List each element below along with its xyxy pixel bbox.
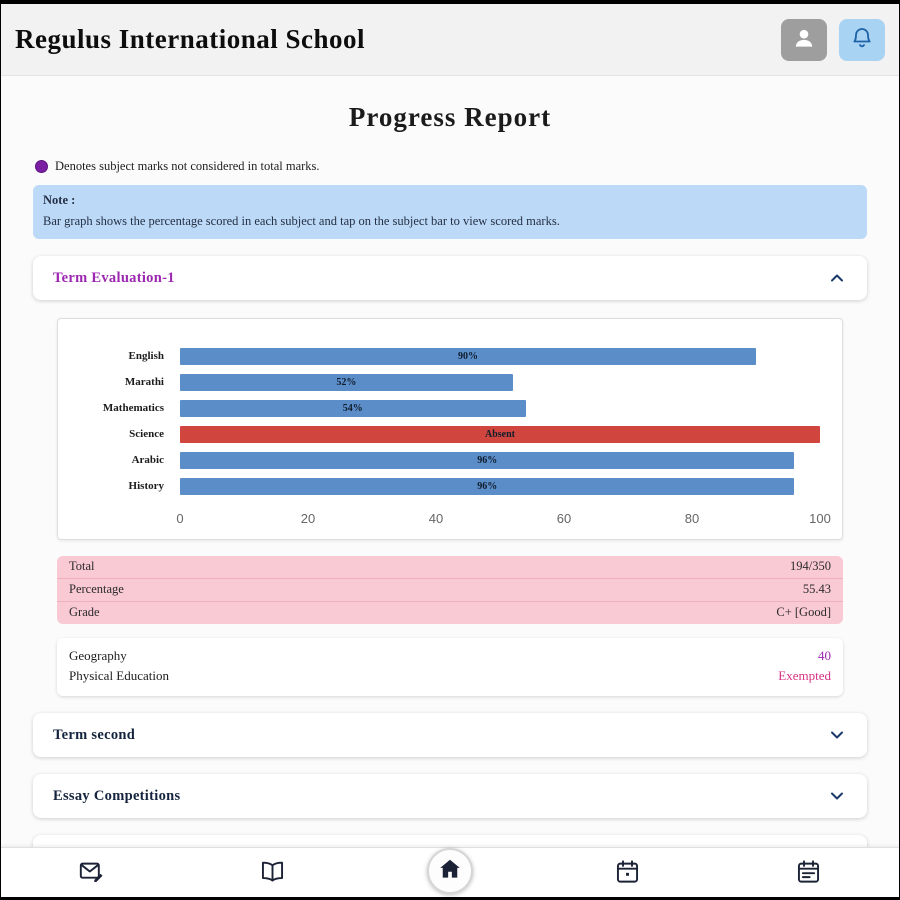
subject-bar[interactable]: Absent	[180, 425, 820, 443]
chart-track: 54%	[180, 399, 820, 417]
subject-bar[interactable]: 96%	[180, 451, 795, 469]
x-tick: 80	[684, 511, 700, 526]
note-box: Note : Bar graph shows the percentage sc…	[33, 185, 867, 239]
accordion-header-term-evaluation-1[interactable]: Term Evaluation-1	[33, 256, 867, 300]
x-tick: 100	[809, 511, 831, 526]
accordion-title: Term second	[53, 726, 136, 743]
extra-row-physical-education: Physical Education Exempted	[69, 666, 831, 686]
school-name: Regulus International School	[15, 24, 366, 54]
extra-label: Geography	[69, 648, 127, 663]
book-icon	[259, 858, 286, 888]
summary-label: Grade	[69, 605, 100, 619]
extra-row-geography: Geography 40	[69, 646, 831, 666]
notifications-button[interactable]	[839, 18, 885, 61]
subject-bar[interactable]: 90%	[180, 347, 756, 365]
bottom-nav	[1, 847, 899, 897]
profile-button[interactable]	[781, 18, 827, 61]
accordion-title: Essay Competitions	[53, 787, 181, 804]
main-content: Progress Report Denotes subject marks no…	[1, 102, 899, 897]
home-icon	[437, 856, 463, 885]
note-title: Note :	[43, 193, 76, 207]
chart-row: Marathi 52%	[58, 369, 842, 395]
bar-value-label: 96%	[477, 454, 498, 466]
chart-category-label: Arabic	[131, 454, 164, 466]
page-title: Progress Report	[348, 102, 552, 132]
summary-box: Total 194/350 Percentage 55.43 Grade C+ …	[57, 556, 843, 624]
chart-row: Arabic 96%	[58, 447, 842, 473]
accordion-title: Term Evaluation-1	[53, 269, 175, 286]
calendar-event-icon	[614, 858, 641, 888]
extra-subjects-box: Geography 40 Physical Education Exempted	[57, 638, 843, 696]
summary-label: Percentage	[69, 582, 124, 596]
summary-value: 194/350	[790, 559, 831, 573]
x-tick: 20	[300, 511, 316, 526]
chart-row: History 96%	[58, 473, 842, 499]
accordion-term-evaluation-1: Term Evaluation-1	[33, 256, 867, 300]
nav-messages-button[interactable]	[65, 850, 117, 896]
calendar-agenda-icon	[795, 858, 822, 888]
chart-category-label: History	[128, 480, 164, 492]
extra-value: 40	[818, 648, 831, 663]
summary-row-grade: Grade C+ [Good]	[57, 602, 843, 624]
x-tick: 40	[428, 511, 444, 526]
nav-calendar-button[interactable]	[602, 850, 654, 896]
chart-track: Absent	[180, 425, 820, 443]
x-tick: 0	[176, 511, 184, 526]
subject-bar[interactable]: 52%	[180, 373, 513, 391]
chart-track: 96%	[180, 477, 820, 495]
chevron-up-icon	[827, 268, 847, 288]
legend-text: Denotes subject marks not considered in …	[55, 159, 320, 173]
legend-row: Denotes subject marks not considered in …	[35, 159, 865, 174]
summary-row-total: Total 194/350	[57, 556, 843, 579]
app-header: Regulus International School	[1, 4, 899, 76]
nav-schedule-button[interactable]	[783, 850, 835, 896]
chart-category-label: English	[128, 350, 164, 362]
accordion-header-term-second[interactable]: Term second	[33, 713, 867, 757]
bar-value-label: 90%	[458, 350, 478, 362]
purple-dot-icon	[35, 160, 48, 173]
chart-row: Science Absent	[58, 421, 842, 447]
chart-x-axis: 0 20 40 60 80 100	[176, 507, 830, 531]
accordion-essay-competitions: Essay Competitions	[33, 774, 867, 818]
bell-icon	[850, 26, 874, 53]
chevron-down-icon	[827, 725, 847, 745]
chart-category-label: Marathi	[124, 376, 164, 388]
bar-chart: English 90% Marathi 52% Mathematics	[57, 318, 843, 540]
summary-value: 55.43	[802, 582, 831, 596]
chart-category-label: Science	[129, 428, 164, 440]
extra-label: Physical Education	[69, 668, 170, 683]
accordion-header-essay-competitions[interactable]: Essay Competitions	[33, 774, 867, 818]
summary-row-percentage: Percentage 55.43	[57, 579, 843, 602]
extra-value: Exempted	[778, 668, 831, 683]
chevron-down-icon	[827, 786, 847, 806]
chart-row: English 90%	[58, 343, 842, 369]
subject-bar[interactable]: 54%	[180, 399, 526, 417]
chart-track: 96%	[180, 451, 820, 469]
accordion-term-second: Term second	[33, 713, 867, 757]
x-tick: 60	[556, 511, 572, 526]
mail-compose-icon	[78, 858, 105, 888]
bar-value-label: 52%	[336, 376, 357, 388]
chart-category-label: Mathematics	[102, 402, 164, 414]
summary-label: Total	[69, 559, 95, 573]
subject-bar[interactable]: 96%	[180, 477, 795, 495]
nav-book-button[interactable]	[246, 850, 298, 896]
summary-value: C+ [Good]	[776, 605, 831, 619]
chart-row: Mathematics 54%	[58, 395, 842, 421]
bar-value-label: 54%	[342, 402, 363, 414]
header-actions	[781, 18, 885, 61]
bar-value-label: 96%	[477, 480, 498, 492]
bar-value-label: Absent	[484, 428, 515, 440]
nav-home-button[interactable]	[426, 847, 473, 894]
chart-track: 52%	[180, 373, 820, 391]
chart-track: 90%	[180, 347, 820, 365]
note-body: Bar graph shows the percentage scored in…	[43, 214, 560, 228]
user-icon	[791, 25, 817, 54]
